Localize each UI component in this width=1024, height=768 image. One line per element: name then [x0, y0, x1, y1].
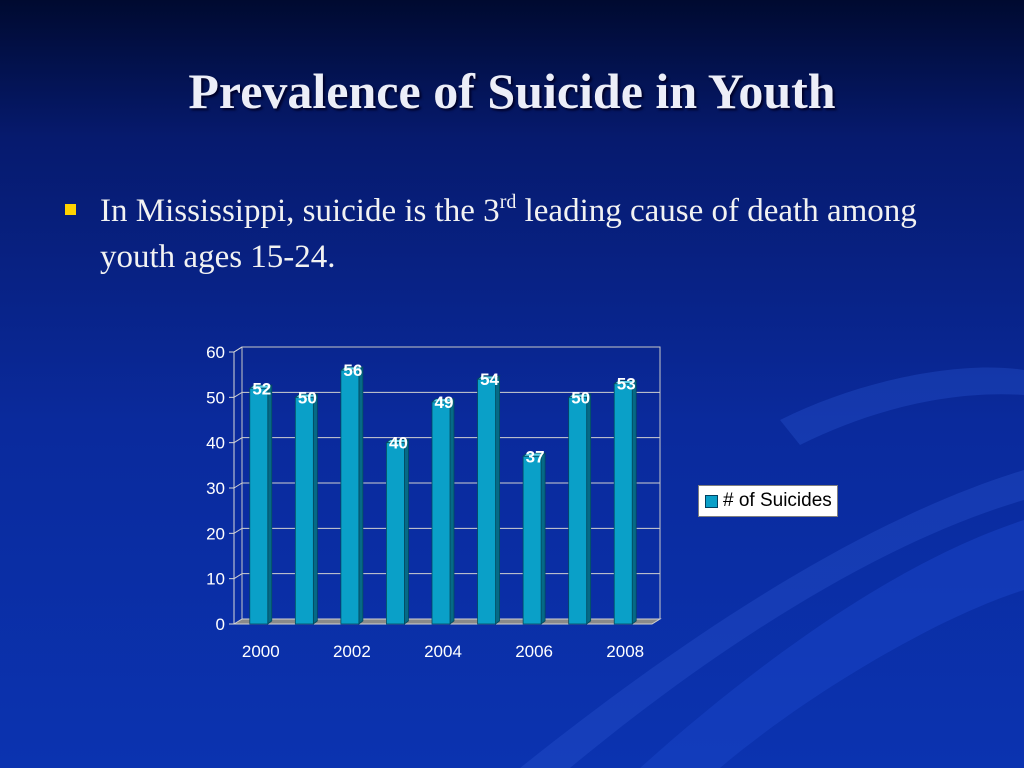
y-tick-label: 40: [206, 434, 225, 453]
bullet-square-icon: [65, 204, 76, 215]
bar-front: [477, 378, 496, 625]
x-tick-label: 2004: [424, 642, 462, 661]
y-tick-label: 50: [206, 388, 225, 407]
bullet-text-superscript: rd: [499, 191, 517, 213]
legend-swatch: [705, 494, 718, 508]
bar: [567, 393, 592, 625]
y-axis-depth-line: [233, 346, 243, 353]
bar-side: [449, 397, 455, 625]
data-label: 54: [480, 370, 499, 389]
x-tick-label: 2006: [515, 642, 553, 661]
y-tick-labels: 0 10 20 30 40 50 60: [206, 343, 225, 634]
gridline: [233, 346, 660, 353]
data-label: 53: [617, 375, 636, 394]
bar: [339, 366, 365, 625]
data-label: 50: [571, 388, 590, 407]
bar: [613, 379, 638, 625]
data-labels: 52 50 56 40 49 54 37 50 53: [252, 361, 635, 466]
data-label: 52: [252, 379, 271, 398]
x-tick-labels: 2000 2002 2004 2006 2008: [242, 642, 644, 661]
bullet-text-end: leading cause of death among youth ages …: [100, 193, 917, 275]
bar-front: [249, 387, 269, 625]
bar-side: [586, 393, 592, 625]
bar-side: [312, 393, 318, 625]
bar-side: [358, 366, 364, 625]
data-label: 49: [435, 393, 454, 412]
bar: [521, 452, 547, 625]
y-tick-label: 20: [206, 524, 225, 543]
y-tick-label: 60: [206, 343, 225, 362]
bar-side: [267, 384, 273, 625]
bar: [248, 384, 273, 625]
bar: [294, 393, 319, 625]
bar-front: [386, 442, 405, 625]
bar: [476, 375, 501, 625]
data-label: 37: [526, 447, 545, 466]
bar-front: [340, 369, 360, 625]
bar-side: [495, 375, 500, 625]
bar-side: [404, 438, 409, 625]
bar: [430, 397, 456, 625]
bullet-text-start: In Mississippi, suicide is the 3: [100, 193, 500, 229]
bar-side: [540, 452, 546, 625]
y-tick-label: 10: [206, 570, 225, 589]
bullet-text: In Mississippi, suicide is the 3rd leadi…: [100, 188, 960, 280]
bar-side: [631, 379, 637, 625]
chart-legend: # of Suicides: [698, 485, 838, 517]
bar-front: [522, 455, 542, 625]
data-label: 50: [298, 388, 317, 407]
y-tick-label: 0: [216, 615, 225, 634]
y-tick-label: 30: [206, 479, 225, 498]
bar: [385, 438, 410, 625]
x-tick-label: 2000: [242, 642, 280, 661]
x-tick-label: 2002: [333, 642, 371, 661]
bar-front: [613, 383, 633, 625]
legend-label: # of Suicides: [723, 490, 832, 511]
data-label: 56: [343, 361, 362, 380]
bar-front: [431, 401, 451, 625]
bar-front: [294, 396, 314, 625]
x-tick-label: 2008: [606, 642, 644, 661]
slide-title: Prevalence of Suicide in Youth: [188, 63, 836, 119]
data-label: 40: [389, 434, 408, 453]
bar-front: [568, 396, 588, 625]
bars: [248, 366, 638, 625]
